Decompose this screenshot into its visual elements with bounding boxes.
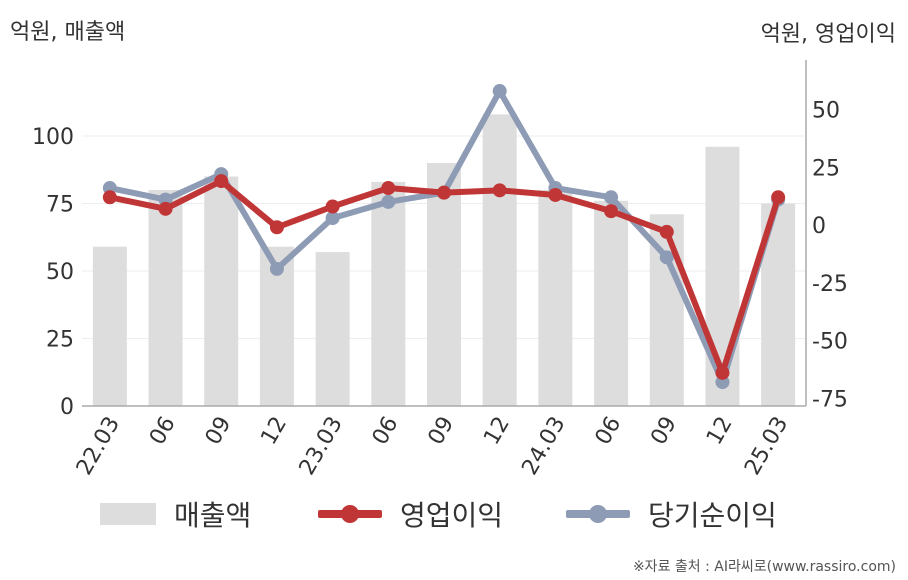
revenue-bar [371,181,406,406]
x-tick-label: 24.03 [517,413,570,480]
legend: 매출액 영업이익 당기순이익 [0,492,908,536]
series-point [659,224,674,239]
x-tick-label: 23.03 [295,413,348,480]
x-tick-label: 06 [145,413,181,450]
legend-label-net-income: 당기순이익 [648,499,777,532]
series-point [158,201,173,216]
revenue-bar [315,252,350,406]
series-point [492,183,507,198]
revenue-bars [92,114,796,407]
y-right-tick-label: 50 [812,99,840,124]
series-point [214,174,229,189]
series-point [381,181,396,196]
profit-lines [102,84,786,390]
series-point [325,211,340,226]
y-left-tick-label: 0 [60,395,74,420]
y-left-tick-label: 100 [32,125,74,150]
x-tick-label: 09 [424,413,460,450]
series-point [437,185,451,200]
y-right-tick-label: 0 [812,214,826,239]
x-tick-label: 12 [479,413,515,450]
series-point [548,187,563,202]
x-tick-label: 22.03 [72,413,125,480]
series-point [604,204,619,219]
y-right-tick-label: -50 [812,330,848,355]
axes [82,60,807,407]
legend-swatch-revenue [100,503,156,525]
x-tick-label: 12 [702,413,738,450]
x-tick-label: 09 [201,413,237,450]
legend-swatch-operating-profit [318,503,382,525]
legend-item-net-income: 당기순이익 [566,492,777,536]
x-tick-label: 06 [368,413,404,450]
revenue-bar [482,114,517,407]
legend-item-operating-profit: 영업이익 [318,492,503,536]
series-point [269,261,284,276]
series-point [659,250,674,265]
series-point [492,84,507,99]
revenue-bar [92,246,127,406]
series-point [604,190,619,205]
y-left-tick-label: 75 [46,193,74,218]
left-axis-unit: 억원, 매출액 [10,20,126,45]
x-tick-label: 06 [591,413,627,450]
series-point [102,190,117,205]
series-point [715,365,730,380]
revenue-bar [204,176,239,406]
source-note: ※자료 출처 : AI라씨로(www.rassiro.com) [632,559,896,575]
y-left-tick-label: 25 [46,328,74,353]
x-tick-label: 25.03 [740,413,793,480]
revenue-bar [594,200,629,406]
y-right-tick-label: 25 [812,156,840,181]
series-point [381,194,396,209]
y-right-tick-label: -25 [812,272,848,297]
y-left-tick-label: 50 [46,260,74,285]
right-axis-unit: 억원, 영업이익 [760,22,896,47]
legend-swatch-net-income [566,503,630,525]
revenue-bar [538,190,573,406]
series-point [771,190,786,205]
revenue-bar [148,190,183,406]
y-right-tick-label: -75 [812,387,848,412]
legend-item-revenue: 매출액 [100,492,251,536]
legend-label-revenue: 매출액 [174,499,252,532]
x-tick-label: 12 [256,413,292,450]
x-tick-label: 09 [646,413,682,450]
series-point [269,220,284,235]
legend-label-operating-profit: 영업이익 [400,499,504,532]
series-point [325,199,340,214]
revenue-bar [427,163,461,406]
